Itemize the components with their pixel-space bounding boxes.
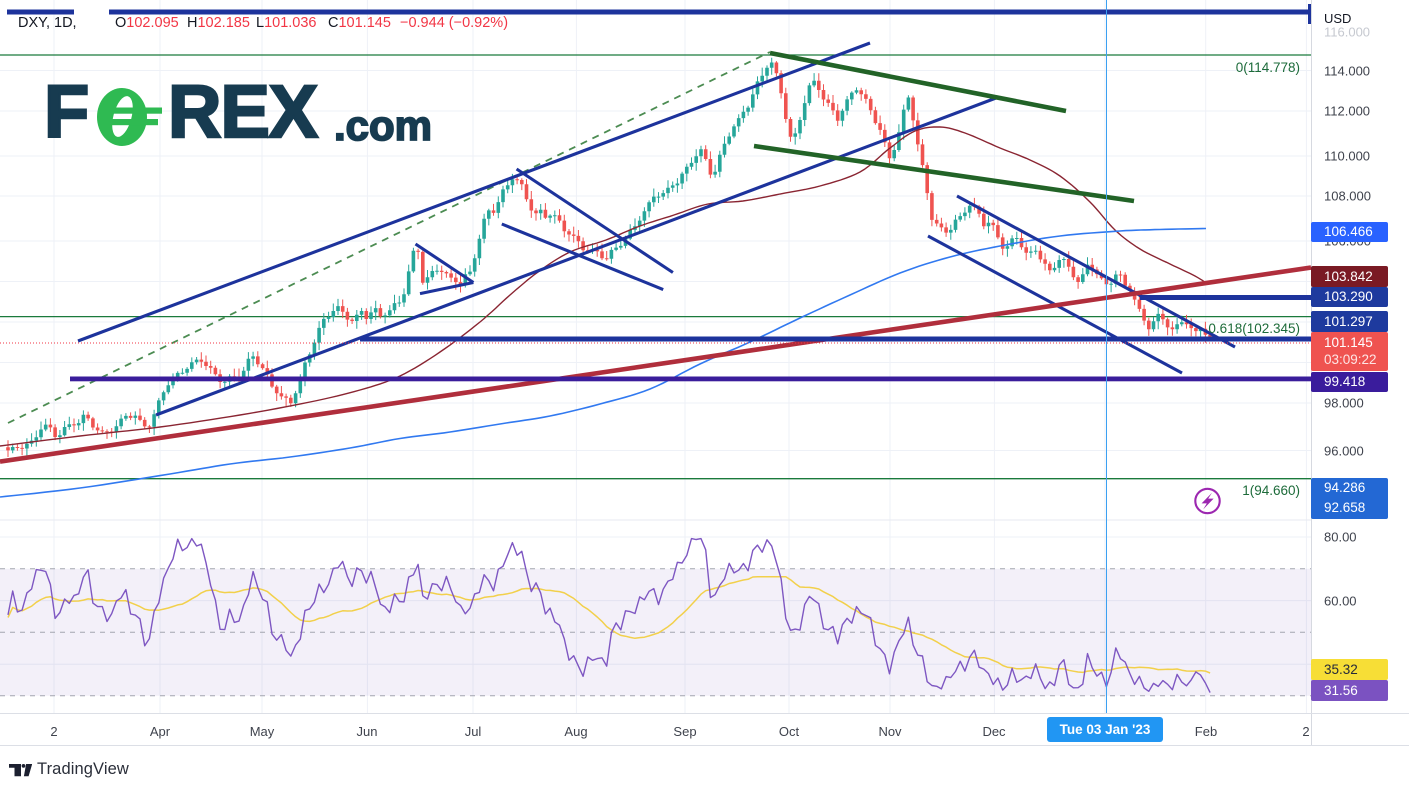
svg-text:0.618(102.345): 0.618(102.345)	[1208, 321, 1300, 336]
svg-text:1(94.660): 1(94.660)	[1242, 483, 1300, 498]
svg-text:0(114.778): 0(114.778)	[1236, 60, 1300, 75]
